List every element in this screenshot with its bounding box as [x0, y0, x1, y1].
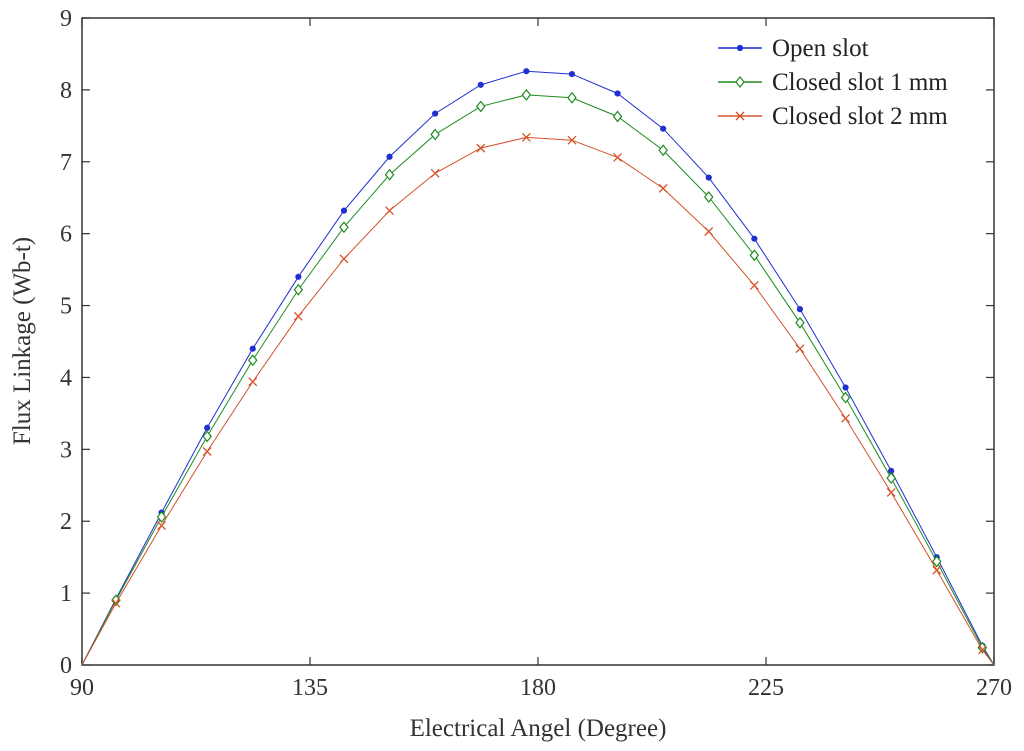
- x-axis-title: Electrical Angel (Degree): [410, 715, 667, 742]
- y-tick-label: 7: [60, 150, 72, 176]
- data-point: [703, 191, 714, 203]
- legend-label: Closed slot 1 mm: [772, 69, 948, 96]
- data-point: [735, 111, 745, 121]
- y-tick-label: 0: [60, 653, 72, 679]
- legend: Open slot Closed slot 1 mm Closed slot 2 m…: [718, 35, 948, 130]
- data-point: [568, 70, 576, 78]
- y-tick-label: 4: [60, 365, 72, 391]
- data-point: [248, 377, 258, 387]
- data-point: [295, 273, 302, 280]
- data-point: [430, 128, 440, 141]
- y-tick-label: 8: [60, 78, 72, 104]
- data-point: [886, 488, 896, 497]
- data-point: [202, 447, 212, 456]
- data-point: [886, 472, 896, 485]
- data-point: [384, 168, 395, 181]
- data-point: [249, 345, 256, 352]
- series-line: [81, 70, 995, 666]
- legend-label: Open slot: [772, 35, 869, 62]
- data-point: [567, 91, 577, 104]
- data-point: [795, 344, 805, 354]
- data-point: [521, 88, 532, 101]
- data-point: [705, 174, 712, 181]
- x-tick-label: 180: [520, 675, 556, 701]
- data-point: [340, 207, 348, 214]
- x-tick-label: 135: [292, 675, 328, 701]
- data-point: [840, 391, 851, 404]
- data-point: [386, 153, 393, 160]
- data-point: [735, 76, 745, 88]
- data-point: [432, 110, 439, 117]
- y-tick-label: 6: [60, 222, 72, 248]
- data-point: [842, 384, 849, 391]
- data-point: [523, 68, 530, 75]
- x-tick-label: 270: [976, 675, 1012, 701]
- data-point: [660, 125, 667, 132]
- data-point: [339, 254, 349, 264]
- legend-item: Closed slot 2 mm: [718, 103, 948, 130]
- x-tick-label: 225: [748, 675, 784, 701]
- data-point: [931, 555, 942, 568]
- data-point: [477, 81, 484, 88]
- data-point: [749, 249, 760, 262]
- data-point: [704, 227, 714, 236]
- data-point: [293, 311, 303, 321]
- y-axis-title: Flux Linkage (Wb-t): [9, 237, 36, 445]
- x-tick-label: 90: [70, 675, 94, 701]
- data-point: [736, 44, 744, 52]
- y-tick-label: 2: [60, 509, 72, 535]
- axis-ticks: [81, 17, 995, 666]
- y-tick-label: 3: [60, 437, 72, 463]
- series-3: [81, 132, 995, 666]
- data-point: [567, 135, 577, 145]
- y-tick-label: 5: [60, 294, 72, 320]
- data-point: [521, 132, 531, 142]
- data-point: [247, 354, 258, 367]
- series-1: [81, 68, 995, 666]
- data-point: [204, 424, 211, 431]
- data-point: [111, 598, 121, 608]
- series-2: [81, 88, 995, 666]
- data-point: [614, 90, 621, 97]
- legend-label: Closed slot 2 mm: [772, 103, 948, 130]
- data-point: [202, 430, 212, 443]
- data-point: [385, 206, 395, 216]
- data-point: [475, 100, 486, 113]
- series-layer: [81, 68, 995, 666]
- data-point: [612, 110, 623, 123]
- data-point: [613, 153, 623, 162]
- legend-item: Closed slot 1 mm: [718, 69, 948, 96]
- data-point: [430, 168, 440, 178]
- data-point: [751, 235, 758, 242]
- data-point: [293, 283, 304, 296]
- data-point: [795, 316, 805, 329]
- data-point: [796, 306, 804, 313]
- y-tick-label: 1: [60, 581, 72, 607]
- data-point: [749, 280, 759, 290]
- data-point: [339, 221, 349, 234]
- data-point: [156, 510, 167, 523]
- series-line: [81, 136, 995, 666]
- data-point: [977, 645, 987, 655]
- data-point: [157, 521, 167, 530]
- data-point: [841, 413, 851, 423]
- y-tick-label: 9: [60, 6, 72, 32]
- series-line: [81, 94, 995, 666]
- data-point: [658, 144, 668, 157]
- data-point: [658, 183, 668, 193]
- axis-tick-labels: 90 135 180 225 270 0 1 2 3 4 5 6 7 8 9: [60, 6, 1012, 701]
- data-point: [932, 565, 942, 575]
- data-point: [476, 143, 486, 153]
- legend-item: Open slot: [718, 35, 869, 62]
